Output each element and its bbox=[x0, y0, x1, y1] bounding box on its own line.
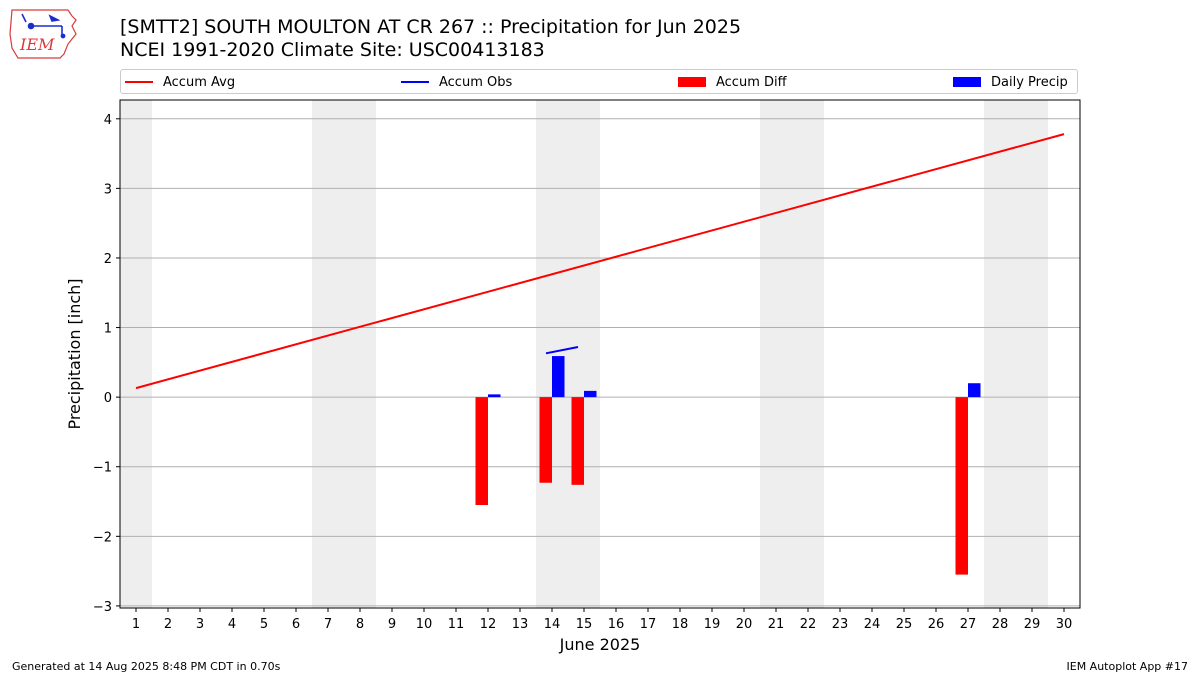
x-tick-label: 16 bbox=[608, 617, 625, 632]
x-tick-label: 25 bbox=[896, 617, 913, 632]
x-tick-label: 26 bbox=[928, 617, 945, 632]
generated-timestamp: Generated at 14 Aug 2025 8:48 PM CDT in … bbox=[12, 660, 281, 673]
daily-precip-bar bbox=[584, 390, 597, 398]
x-tick-label: 29 bbox=[1024, 617, 1041, 632]
y-tick-label: 1 bbox=[104, 322, 112, 337]
iem-logo: IEM bbox=[9, 9, 77, 59]
y-tick-label: 4 bbox=[104, 113, 112, 128]
x-tick-label: 9 bbox=[388, 617, 396, 632]
x-tick-label: 18 bbox=[672, 617, 689, 632]
y-axis-label: Precipitation [inch] bbox=[65, 278, 84, 429]
x-tick-label: 22 bbox=[800, 617, 817, 632]
x-tick-label: 12 bbox=[480, 617, 497, 632]
y-tick-label: −3 bbox=[93, 600, 112, 615]
x-tick-label: 7 bbox=[324, 617, 332, 632]
x-tick-label: 23 bbox=[832, 617, 849, 632]
x-tick-label: 24 bbox=[864, 617, 881, 632]
daily-precip-bar bbox=[488, 394, 501, 398]
legend-swatch-accum-diff bbox=[678, 77, 706, 87]
accum-obs-line bbox=[545, 346, 579, 355]
y-tick-label: 3 bbox=[104, 182, 112, 197]
accum-avg-line bbox=[135, 133, 1065, 390]
x-tick-label: 17 bbox=[640, 617, 657, 632]
x-axis-label: June 2025 bbox=[559, 635, 641, 654]
x-tick-label: 6 bbox=[292, 617, 300, 632]
legend-label-accum-diff: Accum Diff bbox=[716, 74, 787, 90]
x-tick-label: 15 bbox=[576, 617, 593, 632]
accum-diff-bar bbox=[955, 397, 968, 575]
x-tick-label: 20 bbox=[736, 617, 753, 632]
legend-swatch-accum-avg bbox=[125, 81, 153, 83]
accum-diff-bar bbox=[539, 397, 552, 483]
daily-precip-bar bbox=[968, 383, 981, 398]
x-tick-label: 21 bbox=[768, 617, 785, 632]
legend-item-accum-avg: Accum Avg bbox=[125, 73, 235, 91]
y-tick-label: 0 bbox=[104, 391, 112, 406]
legend-swatch-daily-precip bbox=[953, 77, 981, 87]
legend-label-accum-obs: Accum Obs bbox=[439, 74, 513, 90]
x-tick-label: 14 bbox=[544, 617, 561, 632]
app-credit: IEM Autoplot App #17 bbox=[1066, 660, 1189, 673]
chart-title: [SMTT2] SOUTH MOULTON AT CR 267 :: Preci… bbox=[120, 16, 742, 38]
iowa-state-outline bbox=[9, 9, 77, 59]
y-tick-label: 2 bbox=[104, 252, 112, 267]
legend-item-daily-precip: Daily Precip bbox=[953, 73, 1068, 91]
accum-diff-bar bbox=[571, 397, 584, 485]
x-tick-label: 1 bbox=[132, 617, 140, 632]
weather-station-icon bbox=[21, 13, 66, 39]
x-tick-label: 27 bbox=[960, 617, 977, 632]
x-tick-label: 19 bbox=[704, 617, 721, 632]
weekend-shade bbox=[984, 100, 1048, 608]
chart-legend: Accum Avg Accum Obs Accum Diff Daily Pre… bbox=[120, 69, 1078, 94]
x-tick-label: 8 bbox=[356, 617, 364, 632]
x-tick-label: 4 bbox=[228, 617, 236, 632]
logo-text: IEM bbox=[19, 35, 55, 54]
y-tick-label: −2 bbox=[93, 530, 112, 545]
x-tick-label: 30 bbox=[1056, 617, 1073, 632]
x-tick-label: 11 bbox=[448, 617, 465, 632]
legend-item-accum-obs: Accum Obs bbox=[401, 73, 512, 91]
y-tick-label: −1 bbox=[93, 461, 112, 476]
x-tick-label: 2 bbox=[164, 617, 172, 632]
accum-diff-bar bbox=[475, 397, 488, 506]
x-tick-label: 10 bbox=[416, 617, 433, 632]
x-tick-label: 28 bbox=[992, 617, 1009, 632]
x-tick-label: 3 bbox=[196, 617, 204, 632]
legend-label-accum-avg: Accum Avg bbox=[163, 74, 236, 90]
weekend-shade bbox=[536, 100, 600, 608]
x-tick-label: 5 bbox=[260, 617, 268, 632]
legend-item-accum-diff: Accum Diff bbox=[678, 73, 787, 91]
daily-precip-bar bbox=[552, 356, 565, 398]
weekend-shade bbox=[120, 100, 152, 608]
legend-label-daily-precip: Daily Precip bbox=[991, 74, 1068, 90]
x-tick-label: 13 bbox=[512, 617, 529, 632]
legend-swatch-accum-obs bbox=[401, 81, 429, 83]
plot-frame bbox=[119, 99, 1081, 609]
weekend-shade bbox=[760, 100, 824, 608]
weekend-shade bbox=[312, 100, 376, 608]
chart-subtitle: NCEI 1991-2020 Climate Site: USC00413183 bbox=[120, 39, 545, 61]
